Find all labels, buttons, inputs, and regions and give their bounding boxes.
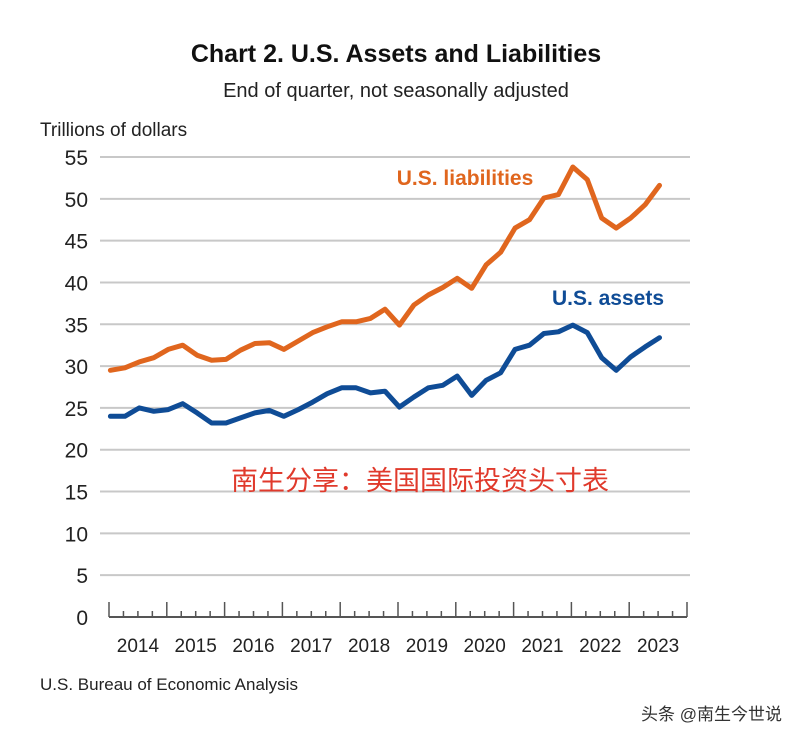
y-tick-label: 20 [65, 440, 88, 463]
x-tick-label: 2019 [406, 636, 448, 657]
overlay-caption: 南生分享：美国国际投资头寸表 [231, 466, 609, 496]
x-tick-label: 2015 [175, 636, 217, 657]
y-tick-label: 0 [76, 607, 88, 630]
chart-title: Chart 2. U.S. Assets and Liabilities [191, 40, 601, 68]
chart-subtitle: End of quarter, not seasonally adjusted [223, 80, 569, 102]
y-tick-label: 15 [65, 482, 88, 505]
legend-assets: U.S. assets [552, 287, 664, 310]
x-tick-label: 2022 [579, 636, 621, 657]
x-tick-label: 2017 [290, 636, 332, 657]
y-tick-label: 5 [76, 565, 88, 588]
x-tick-label: 2018 [348, 636, 390, 657]
x-tick-label: 2014 [117, 636, 160, 657]
y-tick-label: 55 [65, 147, 88, 170]
y-axis-label: Trillions of dollars [40, 120, 187, 141]
y-tick-label: 10 [65, 523, 88, 546]
y-tick-label: 50 [65, 189, 88, 212]
x-tick-label: 2016 [232, 636, 274, 657]
y-tick-label: 45 [65, 231, 88, 254]
y-tick-label: 25 [65, 398, 88, 421]
liabilities-line [107, 164, 662, 373]
y-tick-label: 35 [65, 314, 88, 337]
source-note: U.S. Bureau of Economic Analysis [40, 675, 298, 694]
x-tick-label: 2020 [464, 636, 506, 657]
legend-liabilities: U.S. liabilities [397, 167, 534, 190]
x-tick-label: 2023 [637, 636, 679, 657]
y-tick-label: 30 [65, 356, 88, 379]
watermark: 头条 @南生今世说 [641, 705, 782, 724]
x-tick-label: 2021 [521, 636, 563, 657]
y-tick-label: 40 [65, 272, 88, 295]
